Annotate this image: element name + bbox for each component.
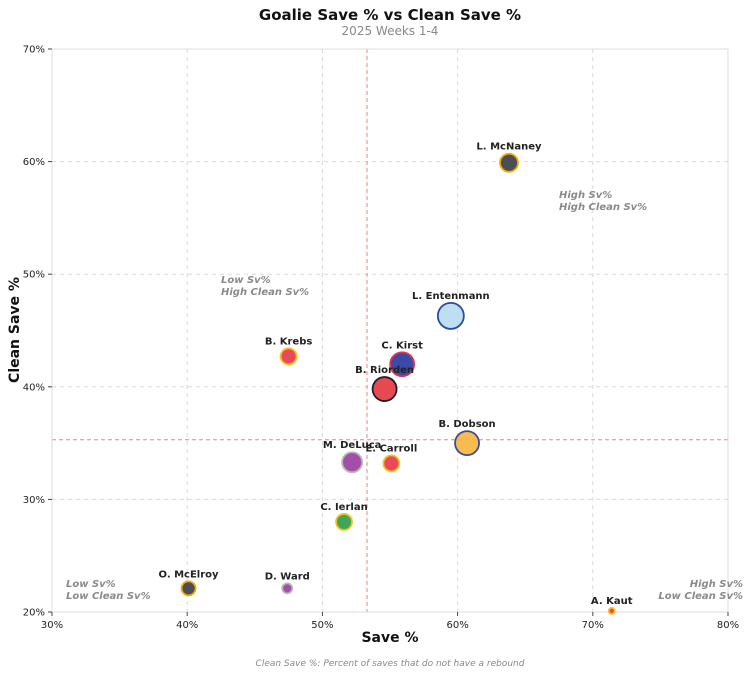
y-tick-label: 70%: [23, 45, 45, 56]
quadrant-label-top-right: High Sv% High Clean Sv%: [559, 190, 647, 213]
x-axis-label: Save %: [361, 630, 418, 646]
data-point: [341, 451, 364, 474]
y-tick-label: 50%: [23, 270, 45, 281]
quadrant-label-bottom-right: High Sv% Low Clean Sv%: [658, 579, 743, 602]
data-point: [279, 347, 298, 366]
data-point-label: L. McNaney: [476, 142, 542, 153]
data-point: [436, 301, 465, 330]
data-point: [499, 152, 519, 173]
y-axis-label: Clean Save %: [7, 277, 23, 383]
data-point-label: B. Riorden: [355, 365, 414, 376]
y-tick-label: 40%: [23, 382, 45, 393]
data-point: [389, 351, 416, 378]
data-points: L. McNaney L. Entenmann C. Kirst B. Riorden…: [159, 142, 633, 615]
grid: [51, 48, 729, 613]
reference-lines: [52, 49, 728, 612]
quadrant-labels: Low Sv% High Clean Sv% High Sv% High Clean …: [66, 190, 743, 602]
y-tick-label: 20%: [23, 608, 45, 619]
x-tick-label: 40%: [176, 620, 198, 631]
data-point-label: E. Carroll: [365, 443, 417, 454]
x-tick-label: 70%: [582, 620, 604, 631]
x-tick-label: 50%: [311, 620, 333, 631]
data-point-label: D. Ward: [265, 571, 310, 582]
x-tick-label: 80%: [717, 620, 739, 631]
data-point-label: B. Krebs: [265, 336, 313, 347]
data-point-label: B. Dobson: [438, 419, 495, 430]
x-tick-label: 30%: [41, 620, 63, 631]
data-point-label: A. Kaut: [591, 596, 633, 607]
x-tick-label: 60%: [446, 620, 468, 631]
data-point-label: M. DeLuca: [323, 440, 381, 451]
y-tick-label: 60%: [23, 157, 45, 168]
data-point: [382, 454, 401, 473]
data-point: [371, 376, 398, 402]
chart-subtitle: 2025 Weeks 1-4: [342, 24, 439, 38]
footnote: Clean Save %: Percent of saves that do n…: [256, 659, 525, 669]
data-point-label: L. Entenmann: [412, 291, 490, 302]
data-point: [454, 430, 480, 457]
data-point-label: O. McElroy: [159, 569, 220, 580]
data-point: [335, 513, 353, 531]
axis-ticks: 30% 40% 50% 60% 70% 80%20%30%40%50%60%70%: [23, 45, 739, 632]
quadrant-label-bottom-left: Low Sv% Low Clean Sv%: [66, 579, 151, 602]
data-point: [281, 582, 294, 595]
chart-title: Goalie Save % vs Clean Save %: [259, 6, 521, 24]
data-point: [607, 606, 616, 615]
data-point-label: C. Ierlan: [320, 502, 367, 513]
data-point: [180, 580, 197, 597]
y-tick-label: 30%: [23, 495, 45, 506]
quadrant-label-top-left: Low Sv% High Clean Sv%: [221, 275, 309, 298]
data-point-label: C. Kirst: [381, 340, 423, 351]
plot-frame: [51, 48, 729, 613]
